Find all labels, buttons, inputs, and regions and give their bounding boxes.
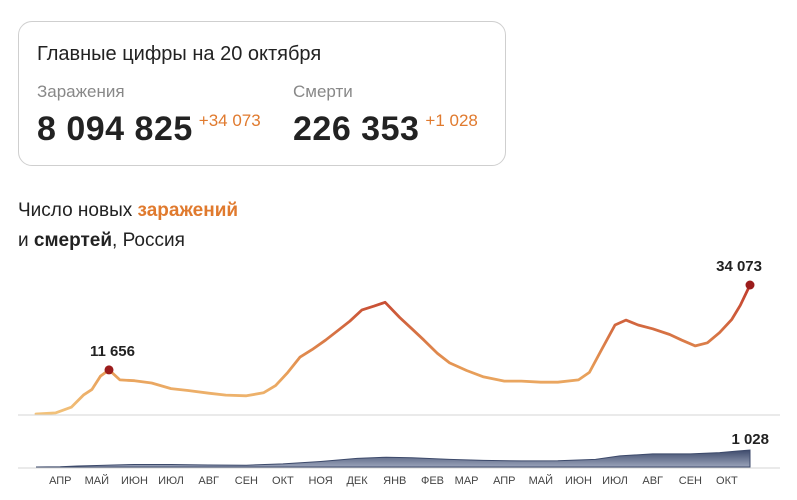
- infections-total: 8 094 825: [37, 110, 193, 148]
- x-tick-label: ИЮН: [565, 475, 592, 487]
- chart-title-country: , Россия: [112, 230, 185, 251]
- infections-line: [34, 283, 752, 416]
- infections-row: 8 094 825 +34 073: [37, 110, 261, 149]
- x-tick-label: АПР: [493, 475, 515, 487]
- chart-title-deaths: смертей: [33, 230, 113, 251]
- annotation-label: 34 073: [716, 258, 762, 275]
- x-tick-label: ДЕК: [346, 475, 368, 487]
- annotation-label: 1 028: [731, 431, 769, 448]
- deaths-area: [35, 449, 751, 468]
- x-tick-label: АВГ: [642, 475, 663, 487]
- x-tick-label: ЯНВ: [383, 475, 406, 487]
- deaths-row: 226 353 +1 028: [293, 110, 478, 149]
- peak-marker: [745, 280, 755, 290]
- x-tick-label: АПР: [49, 475, 71, 487]
- stat-deaths: Смерти 226 353 +1 028: [293, 82, 478, 149]
- chart-title: Число новых заражений и смертей, Россия: [18, 196, 238, 256]
- x-tick-label: ИЮН: [121, 475, 148, 487]
- infections-label: Заражения: [37, 82, 125, 101]
- annotation-label: 11 656: [90, 343, 135, 360]
- x-tick-label: СЕН: [235, 475, 258, 487]
- deaths-delta: +1 028: [425, 111, 478, 130]
- x-tick-label: ОКТ: [716, 475, 738, 487]
- x-tick-label: НОЯ: [308, 475, 332, 487]
- stat-infections: Заражения 8 094 825 +34 073: [37, 82, 261, 149]
- x-tick-label: АВГ: [198, 475, 219, 487]
- deaths-layer: [35, 449, 751, 468]
- annotations: 11 656 34 073 1 028: [90, 258, 769, 448]
- chart-title-line1: Число новых заражений: [18, 196, 238, 226]
- x-tick-label: МАЙ: [85, 474, 109, 487]
- summary-card: Главные цифры на 20 октября Заражения 8 …: [18, 21, 506, 166]
- deaths-label: Смерти: [293, 82, 353, 101]
- chart-title-prefix: Число новых: [18, 200, 138, 221]
- infections-layer: [34, 283, 752, 416]
- summary-title: Главные цифры на 20 октября: [37, 43, 322, 65]
- x-tick-label: ФЕВ: [421, 475, 444, 487]
- x-axis: АПР МАЙ ИЮН ИЮЛ АВГ СЕН ОКТ НОЯ ДЕК ЯНВ ФЕВ МАР АПР М…: [18, 414, 780, 487]
- x-tick-label: ОКТ: [272, 475, 294, 487]
- x-tick-label: ИЮЛ: [158, 475, 184, 487]
- x-tick-label: СЕН: [679, 475, 702, 487]
- chart-title-infections: заражений: [137, 200, 239, 221]
- infections-delta: +34 073: [198, 111, 261, 130]
- deaths-total: 226 353: [293, 110, 420, 148]
- x-tick-label: ИЮЛ: [602, 475, 628, 487]
- chart-title-and: и: [18, 230, 34, 251]
- x-tick-label: МАЙ: [529, 474, 553, 487]
- chart-title-line2: и смертей, Россия: [18, 226, 238, 256]
- peak-marker: [104, 365, 114, 375]
- x-tick-label: МАР: [455, 475, 479, 487]
